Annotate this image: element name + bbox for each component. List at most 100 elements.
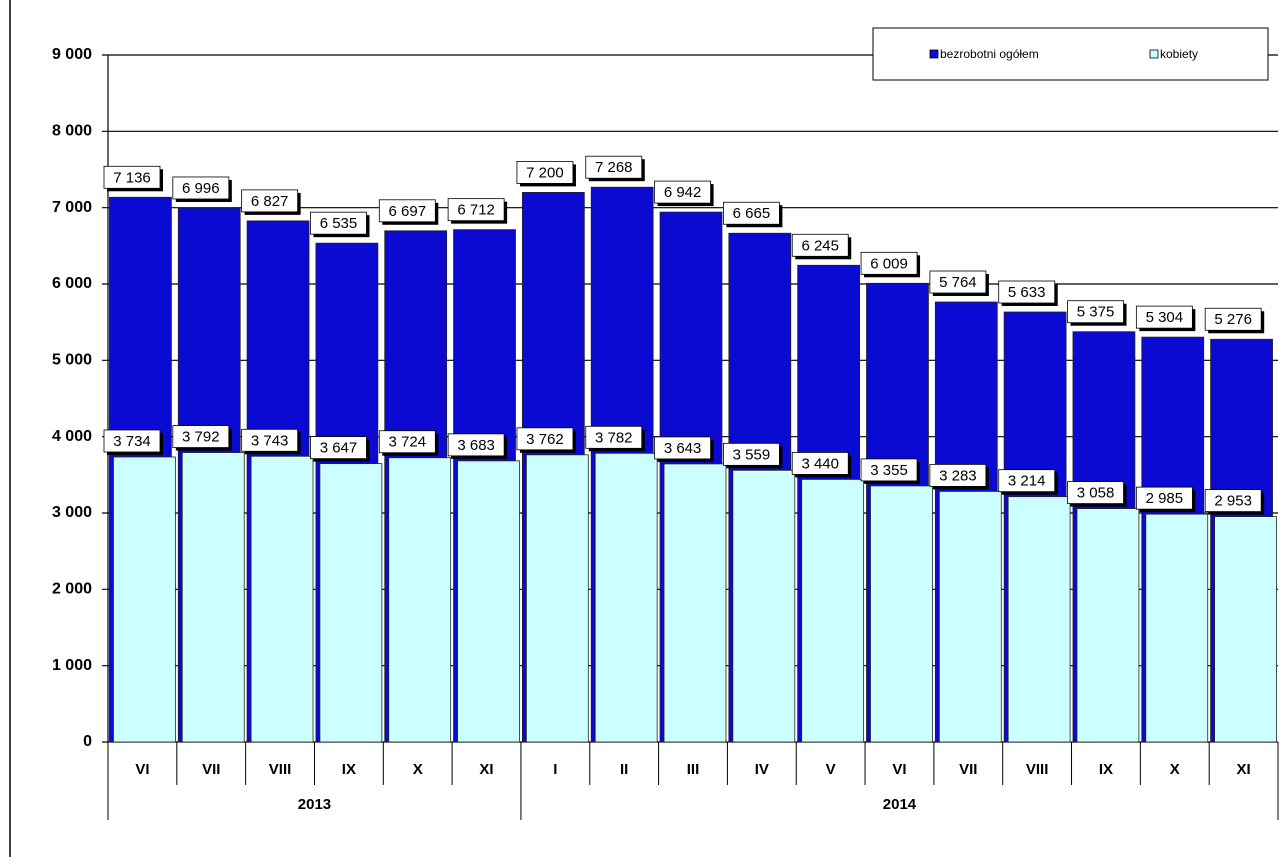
bar [181, 452, 245, 743]
data-label: 3 743 [251, 432, 289, 449]
y-tick-label: 0 [83, 733, 92, 750]
label-box [378, 199, 436, 223]
y-tick-label: 8 000 [52, 123, 92, 140]
label-box [1204, 307, 1262, 331]
x-tick-label: VI [135, 761, 149, 778]
data-label: 3 792 [182, 429, 220, 446]
y-tick-label: 1 000 [52, 657, 92, 674]
label-box [172, 176, 230, 200]
label-box [1135, 486, 1193, 510]
data-label: 6 712 [457, 202, 495, 219]
x-tick-label: V [826, 761, 836, 778]
label-box [860, 251, 918, 275]
data-label: 6 827 [251, 193, 289, 210]
group-label: 2013 [298, 796, 331, 813]
label-box [103, 165, 161, 189]
data-label: 3 058 [1077, 485, 1115, 502]
data-label: 6 009 [870, 255, 908, 272]
label-box [447, 198, 505, 222]
data-label: 3 440 [801, 455, 839, 472]
label-box [585, 425, 643, 449]
label-box [929, 463, 987, 487]
data-label: 6 697 [389, 203, 427, 220]
data-label: 3 643 [664, 440, 702, 457]
x-tick-label: VII [959, 761, 977, 778]
label-box [860, 458, 918, 482]
bar [732, 469, 796, 743]
data-label: 3 762 [526, 431, 564, 448]
label-box [447, 433, 505, 457]
x-tick-label: III [687, 761, 700, 778]
data-label: 2 953 [1214, 493, 1252, 510]
bar [594, 452, 658, 743]
y-tick-label: 2 000 [52, 581, 92, 598]
legend-swatch [1149, 49, 1159, 59]
y-tick-label: 4 000 [52, 428, 92, 445]
data-label: 6 245 [801, 237, 839, 254]
y-tick-label: 3 000 [52, 504, 92, 521]
label-box [378, 430, 436, 454]
x-tick-label: VI [892, 761, 906, 778]
y-tick-label: 6 000 [52, 275, 92, 292]
label-box [791, 233, 849, 257]
label-box [723, 442, 780, 466]
x-tick-label: IX [1099, 761, 1113, 778]
y-tick-label: 5 000 [52, 352, 92, 369]
label-box [1135, 305, 1193, 329]
legend-box [872, 27, 1269, 81]
data-label: 6 942 [664, 184, 702, 201]
bar [1007, 496, 1071, 743]
data-label: 5 375 [1077, 304, 1115, 321]
x-tick-label: VIII [1026, 761, 1049, 778]
x-tick-label: I [553, 761, 557, 778]
data-label: 6 996 [182, 180, 220, 197]
data-label: 3 283 [939, 467, 977, 484]
label-box [929, 270, 987, 294]
bar [113, 456, 176, 743]
bar [319, 463, 383, 743]
bar [870, 485, 933, 743]
bar [938, 490, 1002, 743]
data-label: 6 535 [320, 215, 358, 232]
data-label: 7 268 [595, 159, 633, 176]
x-tick-label: IX [342, 761, 356, 778]
label-box [310, 436, 367, 460]
label-box [585, 155, 643, 179]
label-box [654, 436, 711, 460]
label-box [791, 452, 849, 475]
x-tick-label: IV [755, 761, 769, 778]
label-box [172, 425, 230, 448]
label-box [310, 211, 367, 235]
label-box [241, 189, 299, 213]
group-label: 2014 [883, 796, 917, 813]
x-tick-label: XI [1236, 761, 1250, 778]
label-box [1067, 481, 1124, 504]
bar [1214, 516, 1277, 743]
y-tick-label: 9 000 [52, 46, 92, 63]
data-label: 5 276 [1214, 311, 1252, 328]
bar [388, 457, 452, 743]
x-tick-label: VIII [269, 761, 292, 778]
data-label: 2 985 [1146, 490, 1184, 507]
label-box [103, 429, 161, 453]
data-label: 6 665 [733, 205, 771, 222]
x-tick-label: VII [202, 761, 220, 778]
label-box [998, 280, 1056, 304]
legend-label: kobiety [1160, 47, 1198, 61]
x-tick-label: II [620, 761, 628, 778]
data-label: 7 200 [526, 164, 564, 181]
data-label: 5 764 [939, 274, 977, 291]
label-box [654, 180, 711, 204]
data-label: 3 214 [1008, 473, 1046, 490]
data-label: 5 304 [1146, 309, 1184, 326]
bar [1145, 513, 1209, 743]
x-tick-label: X [1170, 761, 1180, 778]
legend-swatch [929, 49, 939, 59]
data-label: 3 559 [733, 446, 771, 463]
data-label: 3 647 [320, 440, 358, 457]
data-label: 7 136 [113, 169, 151, 186]
bar [250, 455, 314, 743]
data-label: 3 355 [870, 462, 908, 479]
data-label: 3 734 [113, 433, 151, 450]
